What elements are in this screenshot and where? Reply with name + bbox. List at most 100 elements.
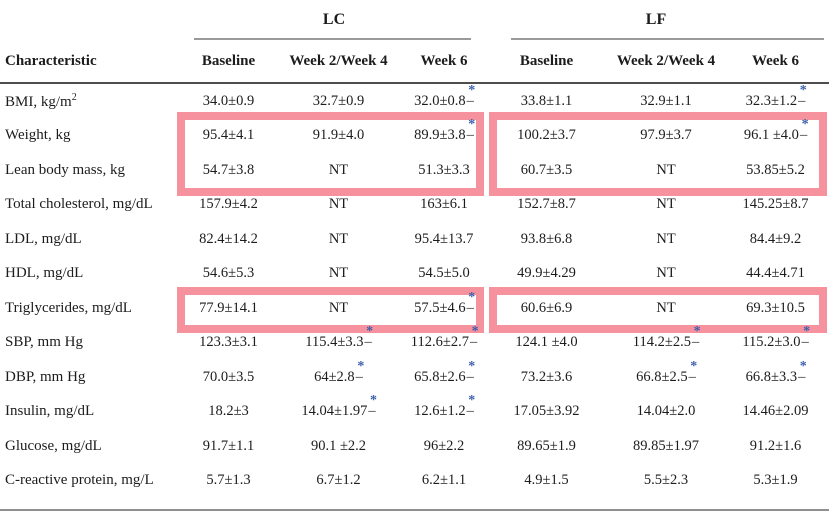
significance-marker: – * (355, 358, 365, 385)
value-text: 93.8±6.8 (520, 230, 573, 247)
value-text: 91.9±4.0 (312, 127, 365, 144)
group-header-lc: LC (322, 11, 346, 28)
column-header-row: Characteristic Baseline Week 2/Week 4 We… (0, 40, 829, 84)
value-cell: 163±6.1 (405, 188, 483, 223)
asterisk-icon: * (799, 358, 807, 374)
value-cell: NT (610, 188, 722, 223)
value-cell: 82.4±14.2 (185, 222, 272, 257)
row-label: DBP, mm Hg (5, 368, 86, 385)
value-text: 157.9±4.2 (199, 196, 258, 213)
value-text: 95.4±13.7 (414, 230, 474, 247)
value-cell: 96±2.2 (405, 429, 483, 464)
value-cell: 32.7±0.9 (272, 83, 405, 119)
group-header-row: LC LF (0, 0, 829, 40)
significance-marker: – * (466, 82, 476, 109)
value-text: 77.9±14.1 (199, 299, 258, 316)
row-label: Lean body mass, kg (5, 161, 125, 178)
value-text: NT (656, 230, 676, 247)
value-cell: 32.3±1.2– * (722, 83, 829, 119)
value-cell: 65.8±2.6– * (405, 359, 483, 395)
value-text: 32.3±1.2 (745, 92, 798, 109)
value-cell: 5.5±2.3 (610, 464, 722, 499)
value-cell: 91.9±4.0 (272, 119, 405, 154)
value-text: 100.2±3.7 (517, 127, 576, 144)
row-label: SBP, mm Hg (5, 334, 83, 351)
value-cell: 14.04±1.97– * (272, 393, 405, 430)
value-text: 163±6.1 (420, 196, 468, 213)
value-text: 115.2±3.0 (742, 334, 801, 351)
value-cell: 57.5±4.6– * (405, 290, 483, 326)
value-text: 14.04±1.97 (301, 403, 368, 420)
asterisk-icon: * (690, 358, 698, 374)
significance-marker: – * (466, 393, 476, 420)
value-cell: 91.7±1.1 (185, 429, 272, 464)
value-cell: NT (272, 291, 405, 326)
value-text: 91.2±1.6 (749, 437, 802, 454)
asterisk-icon: * (366, 324, 374, 340)
value-cell: 6.7±1.2 (272, 464, 405, 499)
value-text: NT (656, 196, 676, 213)
table-row: Insulin, mg/dL 18.2±3 14.04±1.97– * 12.6±1.2… (0, 393, 829, 430)
value-cell: 70.0±3.5 (185, 360, 272, 395)
value-text: 89.9±3.8 (414, 127, 466, 144)
row-label: BMI, kg/m2 (5, 91, 77, 110)
row-label: HDL, mg/dL (5, 265, 84, 282)
value-cell: NT (610, 291, 722, 326)
value-cell: 34.0±0.9 (185, 83, 272, 119)
value-text: NT (328, 161, 349, 178)
value-cell: 5.7±1.3 (185, 464, 272, 499)
value-text: 112.6±2.7 (410, 334, 469, 351)
value-text: 73.2±3.6 (520, 368, 573, 385)
asterisk-icon: * (799, 82, 807, 98)
value-text: NT (328, 299, 349, 316)
value-cell: 89.65±1.9 (483, 429, 610, 464)
value-cell: NT (272, 153, 405, 188)
asterisk-icon: * (357, 358, 365, 374)
value-cell: 93.8±6.8 (483, 222, 610, 257)
value-cell: 64±2.8– * (272, 358, 405, 395)
value-cell: 112.6±2.7– * (405, 324, 483, 361)
value-text: 66.8±2.5 (636, 368, 688, 385)
significance-marker: – * (368, 393, 378, 420)
value-text: 14.04±2.0 (636, 403, 696, 420)
value-cell: 114.2±2.5– * (610, 324, 722, 361)
value-cell: 14.46±2.09 (722, 395, 829, 430)
value-text: 49.9±4.29 (517, 265, 576, 282)
value-text: 32.7±0.9 (312, 92, 365, 109)
significance-marker: – * (798, 358, 807, 385)
value-text: 5.7±1.3 (206, 472, 251, 489)
asterisk-icon: * (468, 393, 476, 409)
value-cell: 91.2±1.6 (722, 429, 829, 464)
table-row: SBP, mm Hg 123.3±3.1 115.4±3.3– * 112.6±2.7–… (0, 324, 829, 361)
row-label-superscript: 2 (71, 91, 77, 103)
significance-marker: – * (364, 324, 374, 351)
value-text: 60.6±6.9 (520, 299, 573, 316)
value-text: 54.6±5.3 (202, 265, 255, 282)
value-text: 60.7±3.5 (520, 161, 573, 178)
value-text: 96.1 ±4.0 (743, 127, 799, 144)
value-text: NT (328, 196, 349, 213)
value-cell: 115.4±3.3– * (272, 324, 405, 361)
asterisk-icon: * (803, 324, 811, 340)
table-row: Lean body mass, kg 54.7±3.8 NT 51.3±3.3 60.7… (0, 153, 829, 188)
value-cell: 32.9±1.1 (610, 83, 722, 119)
row-label: Weight, kg (5, 127, 71, 144)
value-cell: 145.25±8.7 (722, 188, 829, 223)
value-cell: 77.9±14.1 (185, 291, 272, 326)
significance-marker: – * (466, 117, 476, 144)
value-cell: 5.3±1.9 (722, 464, 829, 499)
value-cell: 18.2±3 (185, 395, 272, 430)
significance-marker: – * (799, 117, 809, 144)
value-cell: 89.9±3.8– * (405, 117, 483, 154)
value-cell: NT (610, 153, 722, 188)
value-cell: NT (610, 257, 722, 292)
value-text: 32.0±0.8 (414, 92, 466, 109)
value-text: 33.8±1.1 (520, 92, 573, 109)
value-cell: 51.3±3.3 (405, 153, 483, 188)
table-row: Glucose, mg/dL 91.7±1.1 90.1 ±2.2 96±2.2 89.… (0, 429, 829, 464)
value-cell: 69.3±10.5 (722, 291, 829, 326)
significance-marker: – * (688, 358, 698, 385)
significance-marker: – * (801, 324, 811, 351)
value-text: 5.5±2.3 (643, 472, 689, 489)
value-cell: 53.85±5.2 (722, 153, 829, 188)
